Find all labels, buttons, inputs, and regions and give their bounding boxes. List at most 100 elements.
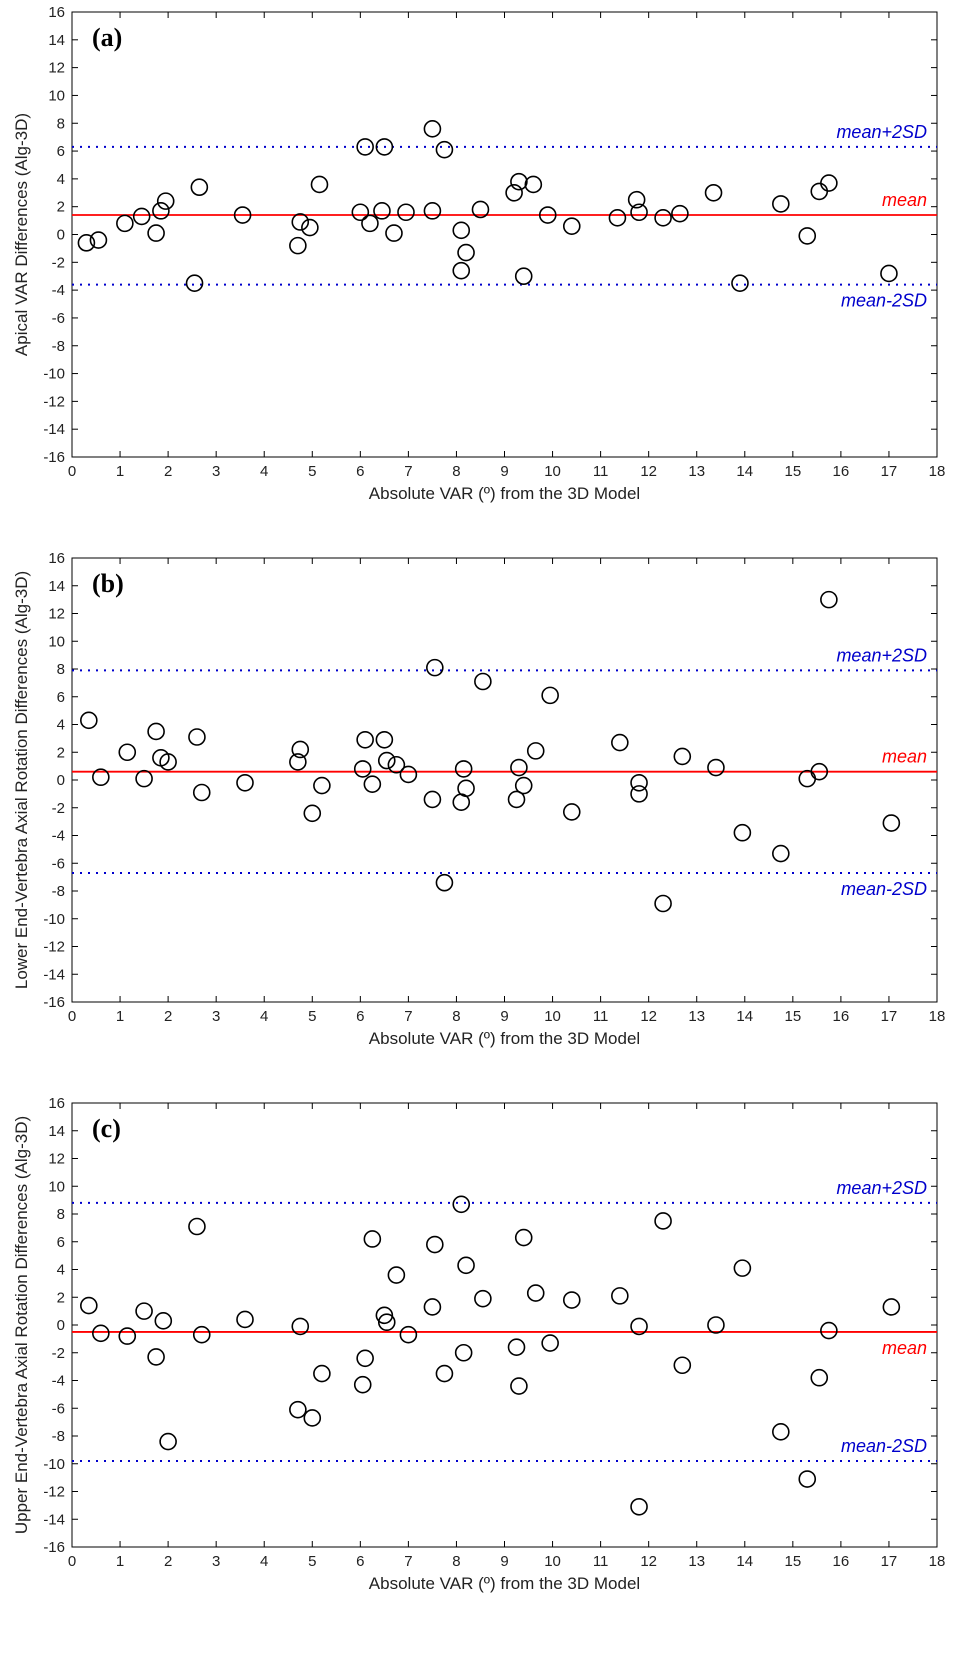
y-tick-label: 0: [57, 772, 65, 789]
data-point: [706, 185, 722, 201]
y-tick-label: 16: [48, 1095, 65, 1112]
y-tick-label: -12: [43, 1484, 65, 1501]
data-point: [78, 235, 94, 251]
y-tick-label: -2: [52, 800, 65, 817]
y-tick-label: -10: [43, 911, 65, 928]
x-tick-label: 7: [404, 463, 412, 480]
data-point: [811, 1370, 827, 1386]
x-tick-label: 8: [452, 1008, 460, 1025]
x-tick-label: 15: [784, 463, 801, 480]
data-point: [424, 791, 440, 807]
y-tick-label: -4: [52, 828, 65, 845]
y-tick-label: -14: [43, 421, 65, 438]
x-tick-label: 14: [736, 1008, 753, 1025]
plot-frame: [72, 1103, 937, 1547]
reference-line-label: mean-2SD: [841, 291, 927, 311]
data-point: [357, 732, 373, 748]
data-point: [655, 1213, 671, 1229]
x-tick-label: 1: [116, 1008, 124, 1025]
data-point: [119, 1328, 135, 1344]
x-tick-label: 13: [688, 1008, 705, 1025]
data-point: [302, 220, 318, 236]
x-tick-label: 9: [500, 463, 508, 480]
x-tick-label: 9: [500, 1008, 508, 1025]
data-point: [290, 238, 306, 254]
x-tick-label: 5: [308, 463, 316, 480]
reference-line-label: mean: [882, 1338, 927, 1358]
data-point: [292, 214, 308, 230]
data-point: [631, 1499, 647, 1515]
x-tick-label: 11: [593, 463, 609, 480]
y-tick-label: -12: [43, 393, 65, 410]
data-point: [609, 210, 625, 226]
data-point: [528, 1285, 544, 1301]
data-point: [237, 775, 253, 791]
data-point: [189, 1218, 205, 1234]
data-point: [511, 760, 527, 776]
data-point: [304, 805, 320, 821]
data-point: [773, 196, 789, 212]
data-point: [119, 744, 135, 760]
data-point: [528, 743, 544, 759]
data-point: [883, 815, 899, 831]
y-tick-label: 12: [48, 606, 65, 623]
x-tick-label: 15: [784, 1008, 801, 1025]
data-point: [672, 206, 688, 222]
data-point: [357, 1350, 373, 1366]
y-axis-label: Upper End-Vertebra Axial Rotation Differ…: [12, 1116, 31, 1534]
y-tick-label: -6: [52, 310, 65, 327]
data-point: [734, 1260, 750, 1276]
x-tick-label: 11: [593, 1553, 609, 1570]
data-point: [458, 245, 474, 261]
x-tick-label: 12: [640, 463, 657, 480]
data-point: [136, 771, 152, 787]
data-point: [374, 203, 390, 219]
data-point: [799, 771, 815, 787]
data-point: [674, 748, 690, 764]
x-tick-label: 6: [356, 1553, 364, 1570]
data-point: [821, 175, 837, 191]
y-tick-label: -16: [43, 449, 65, 466]
x-tick-label: 6: [356, 1008, 364, 1025]
data-point: [516, 268, 532, 284]
data-point: [799, 1471, 815, 1487]
y-tick-label: 2: [57, 1289, 65, 1306]
x-tick-label: 16: [833, 1008, 850, 1025]
y-tick-label: -12: [43, 939, 65, 956]
data-point: [160, 1434, 176, 1450]
data-point: [542, 687, 558, 703]
x-tick-label: 17: [881, 463, 898, 480]
data-point: [773, 1424, 789, 1440]
y-tick-label: 8: [57, 661, 65, 678]
data-point: [81, 1298, 97, 1314]
data-point: [564, 1292, 580, 1308]
data-point: [194, 784, 210, 800]
data-point: [631, 786, 647, 802]
x-axis-label: Absolute VAR (º) from the 3D Model: [369, 484, 640, 503]
reference-line-label: mean-2SD: [841, 879, 927, 899]
data-point: [542, 1335, 558, 1351]
x-tick-label: 10: [544, 463, 561, 480]
data-point: [424, 121, 440, 137]
y-tick-label: 12: [48, 1151, 65, 1168]
y-tick-label: 8: [57, 1206, 65, 1223]
data-point: [400, 766, 416, 782]
x-tick-label: 17: [881, 1553, 898, 1570]
y-tick-label: 4: [57, 1262, 65, 1279]
data-point: [93, 1325, 109, 1341]
x-tick-label: 16: [833, 463, 850, 480]
y-tick-label: 14: [48, 1123, 65, 1140]
x-axis-label: Absolute VAR (º) from the 3D Model: [369, 1574, 640, 1593]
data-point: [821, 1323, 837, 1339]
y-tick-label: -4: [52, 282, 65, 299]
x-tick-label: 5: [308, 1008, 316, 1025]
data-point: [117, 215, 133, 231]
data-point: [612, 1288, 628, 1304]
data-point: [708, 1317, 724, 1333]
reference-line-label: mean: [882, 747, 927, 767]
reference-line-label: mean-2SD: [841, 1436, 927, 1456]
x-tick-label: 3: [212, 1008, 220, 1025]
plot-frame: [72, 558, 937, 1002]
y-tick-label: 4: [57, 717, 65, 734]
x-tick-label: 4: [260, 1553, 268, 1570]
